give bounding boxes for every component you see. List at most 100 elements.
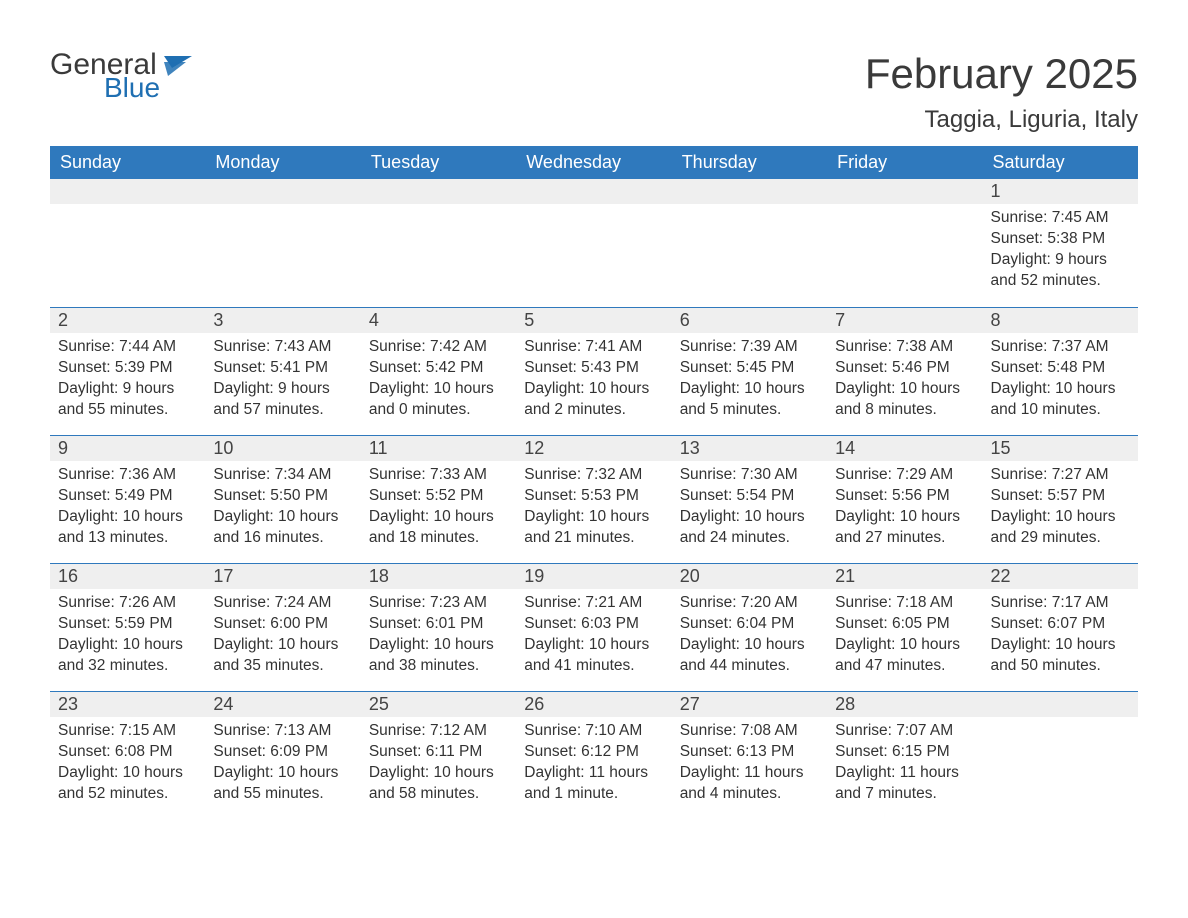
sunset-text: Sunset: 6:01 PM [369,614,508,635]
calendar-day-cell: 15Sunrise: 7:27 AMSunset: 5:57 PMDayligh… [983,435,1138,563]
daylight-text: Daylight: 10 hours and 5 minutes. [680,379,819,421]
day-number: 10 [205,435,360,461]
calendar-week-row: 2Sunrise: 7:44 AMSunset: 5:39 PMDaylight… [50,307,1138,435]
daylight-text: Daylight: 10 hours and 55 minutes. [213,763,352,805]
sunrise-text: Sunrise: 7:24 AM [213,593,352,614]
weekday-header: Wednesday [516,146,671,179]
sunrise-text: Sunrise: 7:15 AM [58,721,197,742]
day-body: Sunrise: 7:42 AMSunset: 5:42 PMDaylight:… [361,333,516,427]
calendar-day-cell: 11Sunrise: 7:33 AMSunset: 5:52 PMDayligh… [361,435,516,563]
calendar-day-cell: 23Sunrise: 7:15 AMSunset: 6:08 PMDayligh… [50,691,205,819]
sunset-text: Sunset: 6:04 PM [680,614,819,635]
day-body: Sunrise: 7:23 AMSunset: 6:01 PMDaylight:… [361,589,516,683]
day-body: Sunrise: 7:26 AMSunset: 5:59 PMDaylight:… [50,589,205,683]
day-body: Sunrise: 7:27 AMSunset: 5:57 PMDaylight:… [983,461,1138,555]
calendar-day-cell: 8Sunrise: 7:37 AMSunset: 5:48 PMDaylight… [983,307,1138,435]
day-number [516,179,671,204]
day-body: Sunrise: 7:10 AMSunset: 6:12 PMDaylight:… [516,717,671,811]
calendar-day-cell: 24Sunrise: 7:13 AMSunset: 6:09 PMDayligh… [205,691,360,819]
day-number: 13 [672,435,827,461]
day-number [827,179,982,204]
daylight-text: Daylight: 11 hours and 7 minutes. [835,763,974,805]
month-title: February 2025 [865,50,1138,98]
sunset-text: Sunset: 5:57 PM [991,486,1130,507]
day-body: Sunrise: 7:30 AMSunset: 5:54 PMDaylight:… [672,461,827,555]
header: General Blue February 2025 Taggia, Ligur… [50,50,1138,134]
sunset-text: Sunset: 5:39 PM [58,358,197,379]
calendar-day-cell: 5Sunrise: 7:41 AMSunset: 5:43 PMDaylight… [516,307,671,435]
calendar-day-cell: 16Sunrise: 7:26 AMSunset: 5:59 PMDayligh… [50,563,205,691]
sunrise-text: Sunrise: 7:26 AM [58,593,197,614]
sunset-text: Sunset: 6:05 PM [835,614,974,635]
sunrise-text: Sunrise: 7:30 AM [680,465,819,486]
sunset-text: Sunset: 5:49 PM [58,486,197,507]
day-number: 9 [50,435,205,461]
sunset-text: Sunset: 5:56 PM [835,486,974,507]
day-number: 22 [983,563,1138,589]
weekday-header: Monday [205,146,360,179]
sunrise-text: Sunrise: 7:08 AM [680,721,819,742]
day-number: 21 [827,563,982,589]
sunset-text: Sunset: 5:52 PM [369,486,508,507]
sunset-text: Sunset: 6:12 PM [524,742,663,763]
calendar-day-cell: 17Sunrise: 7:24 AMSunset: 6:00 PMDayligh… [205,563,360,691]
calendar-day-cell: 22Sunrise: 7:17 AMSunset: 6:07 PMDayligh… [983,563,1138,691]
sunrise-text: Sunrise: 7:43 AM [213,337,352,358]
day-body: Sunrise: 7:24 AMSunset: 6:00 PMDaylight:… [205,589,360,683]
day-number: 23 [50,691,205,717]
day-body: Sunrise: 7:08 AMSunset: 6:13 PMDaylight:… [672,717,827,811]
day-number: 15 [983,435,1138,461]
sunset-text: Sunset: 5:50 PM [213,486,352,507]
weekday-header: Thursday [672,146,827,179]
logo-flag-icon [164,56,194,82]
calendar-day-cell: 28Sunrise: 7:07 AMSunset: 6:15 PMDayligh… [827,691,982,819]
calendar-week-row: 23Sunrise: 7:15 AMSunset: 6:08 PMDayligh… [50,691,1138,819]
daylight-text: Daylight: 11 hours and 1 minute. [524,763,663,805]
sunrise-text: Sunrise: 7:12 AM [369,721,508,742]
calendar-day-cell: 2Sunrise: 7:44 AMSunset: 5:39 PMDaylight… [50,307,205,435]
sunrise-text: Sunrise: 7:17 AM [991,593,1130,614]
calendar-empty-cell [50,179,205,307]
day-number: 16 [50,563,205,589]
sunset-text: Sunset: 6:03 PM [524,614,663,635]
day-body: Sunrise: 7:37 AMSunset: 5:48 PMDaylight:… [983,333,1138,427]
sunrise-text: Sunrise: 7:21 AM [524,593,663,614]
daylight-text: Daylight: 11 hours and 4 minutes. [680,763,819,805]
calendar-day-cell: 25Sunrise: 7:12 AMSunset: 6:11 PMDayligh… [361,691,516,819]
calendar-day-cell: 3Sunrise: 7:43 AMSunset: 5:41 PMDaylight… [205,307,360,435]
day-number [672,179,827,204]
day-body: Sunrise: 7:07 AMSunset: 6:15 PMDaylight:… [827,717,982,811]
daylight-text: Daylight: 10 hours and 24 minutes. [680,507,819,549]
day-body: Sunrise: 7:32 AMSunset: 5:53 PMDaylight:… [516,461,671,555]
sunset-text: Sunset: 5:45 PM [680,358,819,379]
sunset-text: Sunset: 6:11 PM [369,742,508,763]
calendar-empty-cell [983,691,1138,819]
location: Taggia, Liguria, Italy [865,106,1138,134]
sunset-text: Sunset: 6:09 PM [213,742,352,763]
weekday-header: Sunday [50,146,205,179]
sunset-text: Sunset: 5:48 PM [991,358,1130,379]
day-number: 14 [827,435,982,461]
calendar-table: SundayMondayTuesdayWednesdayThursdayFrid… [50,146,1138,819]
day-number: 11 [361,435,516,461]
day-body: Sunrise: 7:38 AMSunset: 5:46 PMDaylight:… [827,333,982,427]
day-body: Sunrise: 7:29 AMSunset: 5:56 PMDaylight:… [827,461,982,555]
calendar-week-row: 9Sunrise: 7:36 AMSunset: 5:49 PMDaylight… [50,435,1138,563]
sunrise-text: Sunrise: 7:13 AM [213,721,352,742]
calendar-empty-cell [361,179,516,307]
day-number: 28 [827,691,982,717]
day-number [983,691,1138,717]
sunrise-text: Sunrise: 7:07 AM [835,721,974,742]
sunrise-text: Sunrise: 7:41 AM [524,337,663,358]
calendar-day-cell: 18Sunrise: 7:23 AMSunset: 6:01 PMDayligh… [361,563,516,691]
daylight-text: Daylight: 10 hours and 47 minutes. [835,635,974,677]
calendar-empty-cell [516,179,671,307]
daylight-text: Daylight: 9 hours and 55 minutes. [58,379,197,421]
day-number: 2 [50,307,205,333]
sunrise-text: Sunrise: 7:23 AM [369,593,508,614]
day-number: 27 [672,691,827,717]
calendar-day-cell: 14Sunrise: 7:29 AMSunset: 5:56 PMDayligh… [827,435,982,563]
sunrise-text: Sunrise: 7:37 AM [991,337,1130,358]
calendar-day-cell: 7Sunrise: 7:38 AMSunset: 5:46 PMDaylight… [827,307,982,435]
day-body: Sunrise: 7:20 AMSunset: 6:04 PMDaylight:… [672,589,827,683]
